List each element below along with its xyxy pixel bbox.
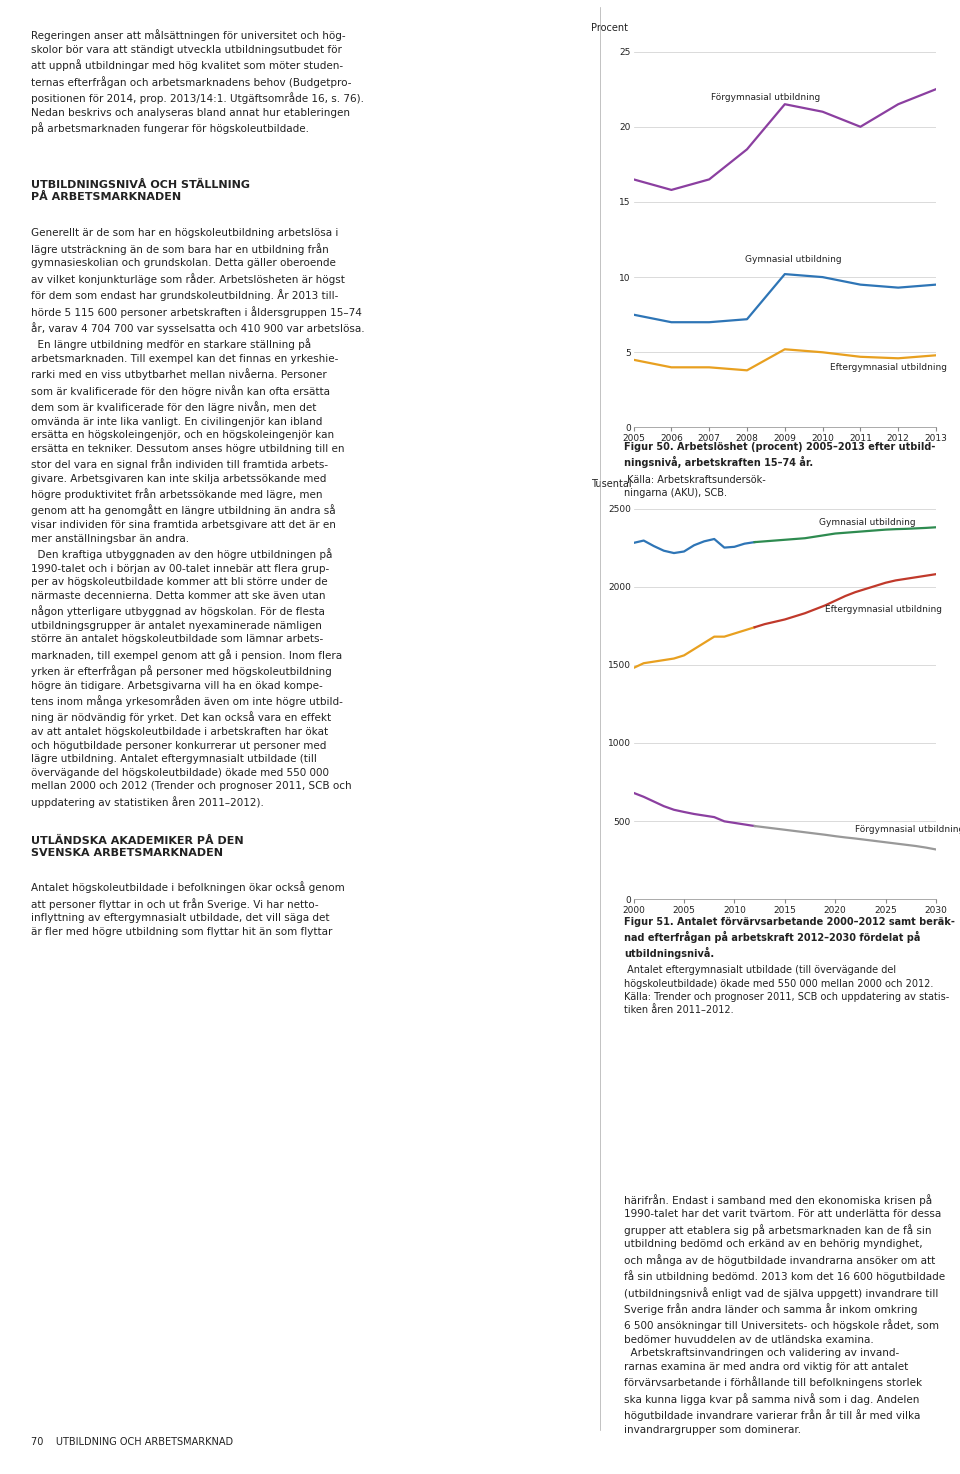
Text: Procent: Procent xyxy=(591,22,628,32)
Text: UTLÄNDSKA AKADEMIKER PÅ DEN
SVENSKA ARBETSMARKNADEN: UTLÄNDSKA AKADEMIKER PÅ DEN SVENSKA ARBE… xyxy=(31,836,243,858)
Text: Regeringen anser att målsättningen för universitet och hög-
skolor bör vara att : Regeringen anser att målsättningen för u… xyxy=(31,29,364,134)
Text: Antalet eftergymnasialt utbildade (till övervägande del
högskoleutbildade) ökade: Antalet eftergymnasialt utbildade (till … xyxy=(624,965,949,1016)
Text: 70    UTBILDNING OCH ARBETSMARKNAD: 70 UTBILDNING OCH ARBETSMARKNAD xyxy=(31,1437,233,1447)
Text: Förgymnasial utbildning: Förgymnasial utbildning xyxy=(855,825,960,834)
Text: Eftergymnasial utbildning: Eftergymnasial utbildning xyxy=(830,363,948,373)
Text: Gymnasial utbildning: Gymnasial utbildning xyxy=(819,517,916,526)
Text: Figur 50. Arbetslöshet (procent) 2005–2013 efter utbild-
ningsnivå, arbetskrafte: Figur 50. Arbetslöshet (procent) 2005–20… xyxy=(624,442,935,469)
Text: UTBILDNINGSNIVÅ OCH STÄLLNING
PÅ ARBETSMARKNADEN: UTBILDNINGSNIVÅ OCH STÄLLNING PÅ ARBETSM… xyxy=(31,180,250,202)
Text: Figur 51. Antalet förvärvsarbetande 2000–2012 samt beräk-
nad efterfrågan på arb: Figur 51. Antalet förvärvsarbetande 2000… xyxy=(624,917,955,960)
Text: Generellt är de som har en högskoleutbildning arbetslösa i
lägre utsträckning än: Generellt är de som har en högskoleutbil… xyxy=(31,228,365,808)
Text: Förgymnasial utbildning: Förgymnasial utbildning xyxy=(711,93,821,102)
Text: Eftergymnasial utbildning: Eftergymnasial utbildning xyxy=(825,604,942,613)
Text: Tusental: Tusental xyxy=(591,479,632,489)
Text: härifrån. Endast i samband med den ekonomiska krisen på
1990-talet har det varit: härifrån. Endast i samband med den ekono… xyxy=(624,1194,946,1434)
Text: Källa: Arbetskraftsundersök-
ningarna (AKU), SCB.: Källa: Arbetskraftsundersök- ningarna (A… xyxy=(624,475,766,498)
Text: Gymnasial utbildning: Gymnasial utbildning xyxy=(745,255,842,264)
Text: Antalet högskoleutbildade i befolkningen ökar också genom
att personer flyttar i: Antalet högskoleutbildade i befolkningen… xyxy=(31,881,345,937)
